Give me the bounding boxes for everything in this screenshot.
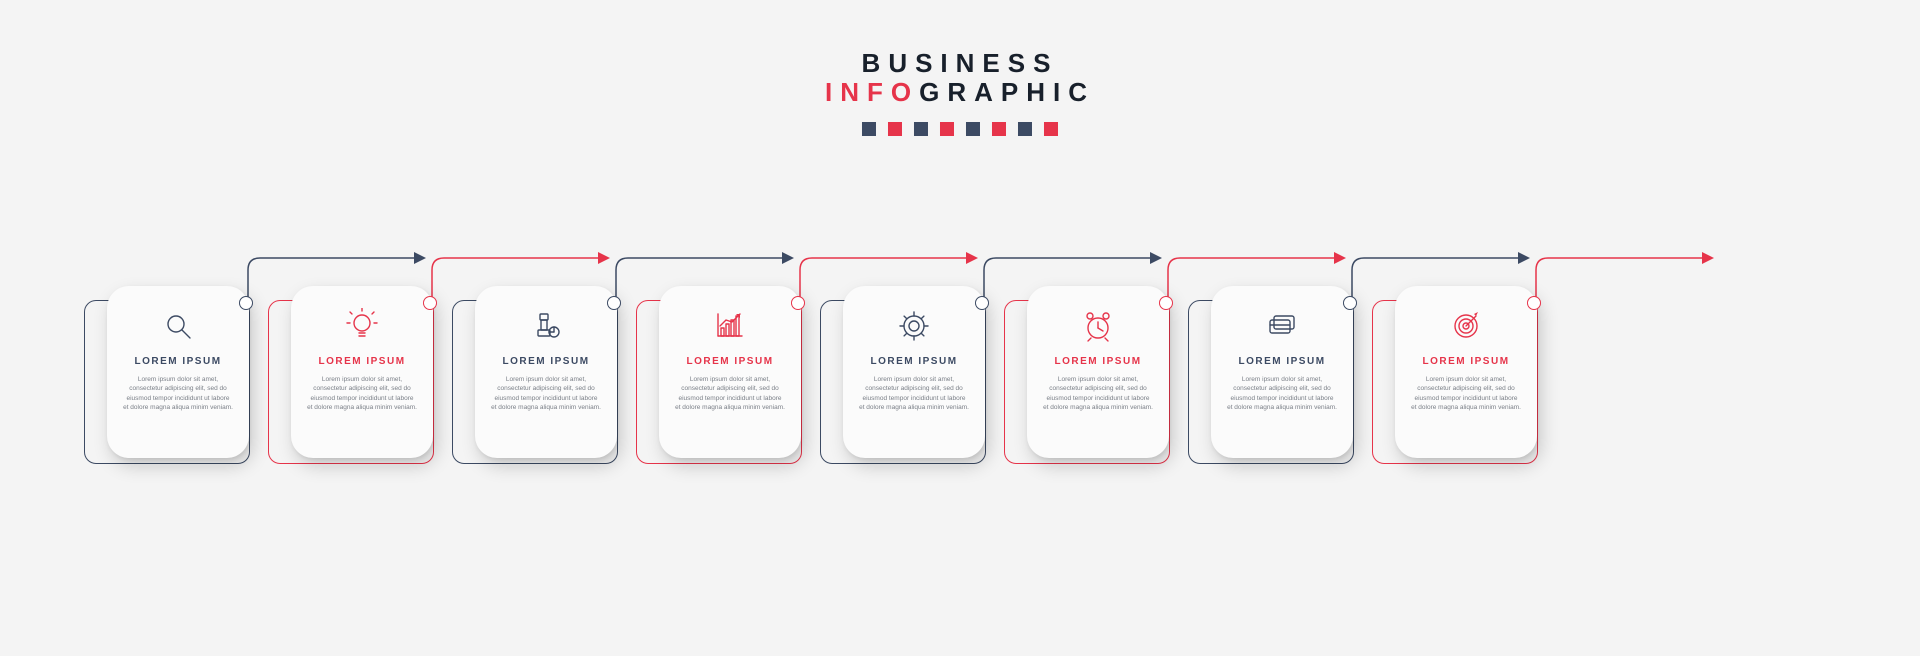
step-dot <box>975 296 989 310</box>
step: LOREM IPSUM Lorem ipsum dolor sit amet, c… <box>1188 0 1352 462</box>
step: LOREM IPSUM Lorem ipsum dolor sit amet, c… <box>452 0 616 462</box>
step: LOREM IPSUM Lorem ipsum dolor sit amet, c… <box>636 0 800 462</box>
step-card: LOREM IPSUM Lorem ipsum dolor sit amet, c… <box>475 286 617 458</box>
step: LOREM IPSUM Lorem ipsum dolor sit amet, c… <box>820 0 984 462</box>
bulb-icon <box>344 306 380 346</box>
step-body: Lorem ipsum dolor sit amet, consectetur … <box>1223 375 1341 413</box>
chart-icon <box>712 306 748 346</box>
step-title: LOREM IPSUM <box>1054 356 1141 367</box>
step-card: LOREM IPSUM Lorem ipsum dolor sit amet, c… <box>1211 286 1353 458</box>
gear-icon <box>896 306 932 346</box>
step-title: LOREM IPSUM <box>318 356 405 367</box>
step-dot <box>791 296 805 310</box>
step-title: LOREM IPSUM <box>134 356 221 367</box>
target-icon <box>1448 306 1484 346</box>
step-card: LOREM IPSUM Lorem ipsum dolor sit amet, c… <box>659 286 801 458</box>
step-title: LOREM IPSUM <box>686 356 773 367</box>
step-body: Lorem ipsum dolor sit amet, consectetur … <box>671 375 789 413</box>
step-body: Lorem ipsum dolor sit amet, consectetur … <box>1039 375 1157 413</box>
cards-icon <box>1264 306 1300 346</box>
step-body: Lorem ipsum dolor sit amet, consectetur … <box>487 375 605 413</box>
step: LOREM IPSUM Lorem ipsum dolor sit amet, c… <box>1004 0 1168 462</box>
step: LOREM IPSUM Lorem ipsum dolor sit amet, c… <box>84 0 248 462</box>
step-body: Lorem ipsum dolor sit amet, consectetur … <box>119 375 237 413</box>
step-title: LOREM IPSUM <box>502 356 589 367</box>
step-title: LOREM IPSUM <box>1422 356 1509 367</box>
step-body: Lorem ipsum dolor sit amet, consectetur … <box>1407 375 1525 413</box>
step-dot <box>423 296 437 310</box>
step-dot <box>1159 296 1173 310</box>
step-title: LOREM IPSUM <box>1238 356 1325 367</box>
step-dot <box>1527 296 1541 310</box>
step-title: LOREM IPSUM <box>870 356 957 367</box>
clock-icon <box>1080 306 1116 346</box>
step-dot <box>1343 296 1357 310</box>
step-body: Lorem ipsum dolor sit amet, consectetur … <box>303 375 421 413</box>
step-card: LOREM IPSUM Lorem ipsum dolor sit amet, c… <box>291 286 433 458</box>
step-dot <box>239 296 253 310</box>
step-card: LOREM IPSUM Lorem ipsum dolor sit amet, c… <box>1395 286 1537 458</box>
step-body: Lorem ipsum dolor sit amet, consectetur … <box>855 375 973 413</box>
search-icon <box>160 306 196 346</box>
step-dot <box>607 296 621 310</box>
strategy-icon <box>528 306 564 346</box>
step: LOREM IPSUM Lorem ipsum dolor sit amet, c… <box>268 0 432 462</box>
step-card: LOREM IPSUM Lorem ipsum dolor sit amet, c… <box>1027 286 1169 458</box>
step: LOREM IPSUM Lorem ipsum dolor sit amet, c… <box>1372 0 1536 462</box>
step-card: LOREM IPSUM Lorem ipsum dolor sit amet, c… <box>843 286 985 458</box>
step-card: LOREM IPSUM Lorem ipsum dolor sit amet, c… <box>107 286 249 458</box>
